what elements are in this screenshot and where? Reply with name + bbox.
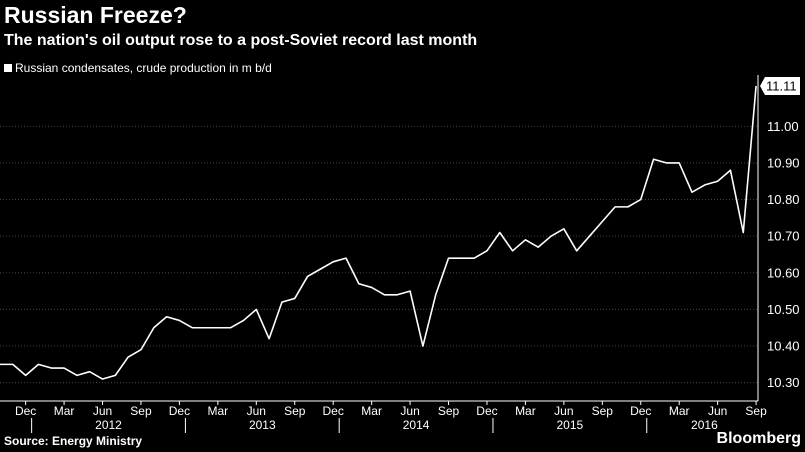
- year-label: 2015: [557, 418, 584, 432]
- x-tick-label: Mar: [208, 404, 229, 418]
- x-tick-label: Jun: [554, 404, 573, 418]
- x-tick-label: Mar: [54, 404, 75, 418]
- y-tick-label: 10.90: [767, 155, 800, 170]
- series-layer: [0, 85, 757, 380]
- chart-title: Russian Freeze?: [4, 2, 187, 28]
- x-tick-label: Mar: [669, 404, 690, 418]
- x-tick-label: Dec: [15, 404, 36, 418]
- year-label: 2012: [95, 418, 122, 432]
- grid-layer: [0, 125, 758, 384]
- legend-swatch: [4, 64, 12, 72]
- series-line: [0, 85, 757, 380]
- brand-logo: Bloomberg: [716, 430, 801, 447]
- y-tick-label: 10.30: [767, 375, 800, 390]
- x-axis: Dec Mar Jun Sep Dec Mar Jun Sep Dec Mar Jun Sep Dec M…: [0, 400, 767, 433]
- last-value-callout: [760, 76, 800, 95]
- x-tick-label: Sep: [130, 404, 152, 418]
- x-tick-label: Dec: [323, 404, 344, 418]
- y-tick-label: 10.50: [767, 302, 800, 317]
- x-tick-label: Dec: [630, 404, 651, 418]
- y-tick-label: 10.40: [767, 339, 800, 354]
- year-label: 2013: [249, 418, 276, 432]
- legend: Russian condensates, crude production in…: [4, 61, 272, 75]
- year-label: 2016: [691, 418, 718, 432]
- last-value-label: 11.11: [766, 78, 797, 93]
- y-tick-label: 10.70: [767, 229, 800, 244]
- x-tick-label: Dec: [476, 404, 497, 418]
- x-tick-label: Sep: [438, 404, 460, 418]
- x-tick-label: Jun: [708, 404, 727, 418]
- y-tick-label: 10.80: [767, 192, 800, 207]
- x-tick-label: Mar: [361, 404, 382, 418]
- year-label: 2014: [403, 418, 430, 432]
- x-tick-label: Sep: [745, 404, 767, 418]
- y-axis: 10.30 10.40 10.50 10.60 10.70 10.80 10.90 11.00…: [757, 75, 800, 401]
- legend-label: Russian condensates, crude production in…: [15, 61, 272, 75]
- x-tick-label: Jun: [93, 404, 112, 418]
- x-tick-label: Sep: [284, 404, 306, 418]
- x-tick-label: Jun: [400, 404, 419, 418]
- x-tick-label: Mar: [515, 404, 536, 418]
- x-tick-label: Jun: [247, 404, 266, 418]
- y-tick-label: 10.60: [767, 265, 800, 280]
- x-tick-label: Dec: [169, 404, 190, 418]
- x-tick-label: Sep: [592, 404, 614, 418]
- y-tick-label: 11.00: [767, 119, 799, 134]
- chart-subtitle: The nation's oil output rose to a post-S…: [4, 32, 478, 49]
- source-note: Source: Energy Ministry: [4, 434, 143, 448]
